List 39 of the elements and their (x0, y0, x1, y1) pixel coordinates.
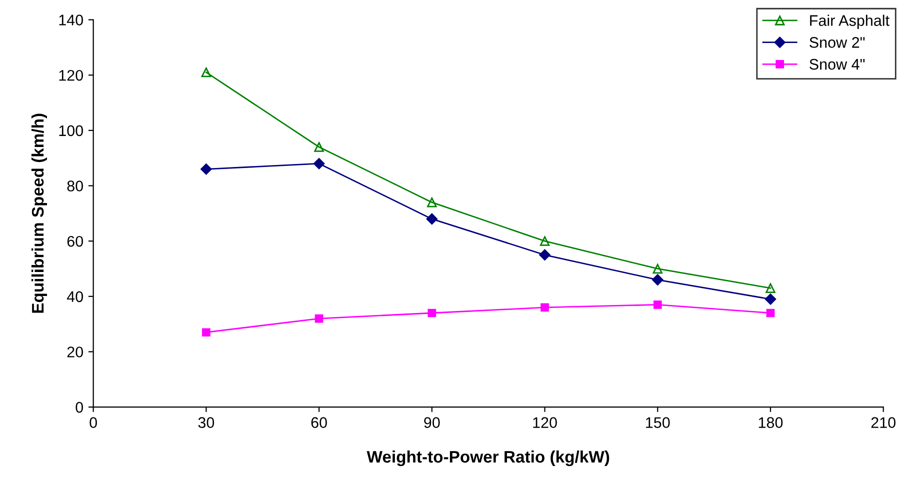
point (540, 303, 549, 312)
point (540, 236, 550, 246)
y-tick-label: 20 (67, 346, 83, 358)
point (652, 274, 664, 286)
point (764, 294, 776, 305)
point (427, 197, 437, 208)
point (201, 67, 212, 78)
point (314, 314, 324, 323)
point (426, 213, 438, 225)
y-axis-title: Equilibrium Speed (km/h) (31, 114, 47, 313)
point (202, 328, 210, 337)
point (652, 264, 662, 274)
y-tick-label: 100 (59, 125, 83, 136)
x-tick-label: 120 (533, 417, 557, 428)
x-tick-label: 210 (871, 417, 896, 428)
point (766, 308, 775, 318)
point (313, 158, 325, 170)
point (314, 142, 324, 152)
y-tick-label: 140 (59, 14, 83, 26)
point (539, 249, 550, 261)
legend-label: Snow 2" (810, 37, 865, 48)
point (766, 283, 776, 293)
y-tick-label: 60 (67, 236, 83, 247)
x-tick-label: 0 (90, 417, 97, 428)
y-tick-label: 40 (66, 291, 83, 302)
x-tick-label: 60 (311, 417, 327, 428)
x-tick-label: 180 (758, 417, 783, 428)
point (200, 164, 212, 175)
legend-label: Fair Asphalt (810, 14, 890, 29)
point (653, 300, 662, 309)
x-tick-label: 30 (198, 417, 214, 428)
y-tick-label: 80 (67, 180, 83, 192)
y-tick-label: 120 (59, 70, 83, 81)
x-tick-label: 90 (424, 417, 440, 428)
x-axis-title: Weight-to-Power Ratio (kg/kW) (366, 450, 610, 466)
legend-label: Snow 4" (810, 58, 865, 70)
x-tick-label: 150 (646, 417, 670, 428)
point (428, 308, 436, 318)
y-tick-label: 0 (76, 402, 83, 413)
